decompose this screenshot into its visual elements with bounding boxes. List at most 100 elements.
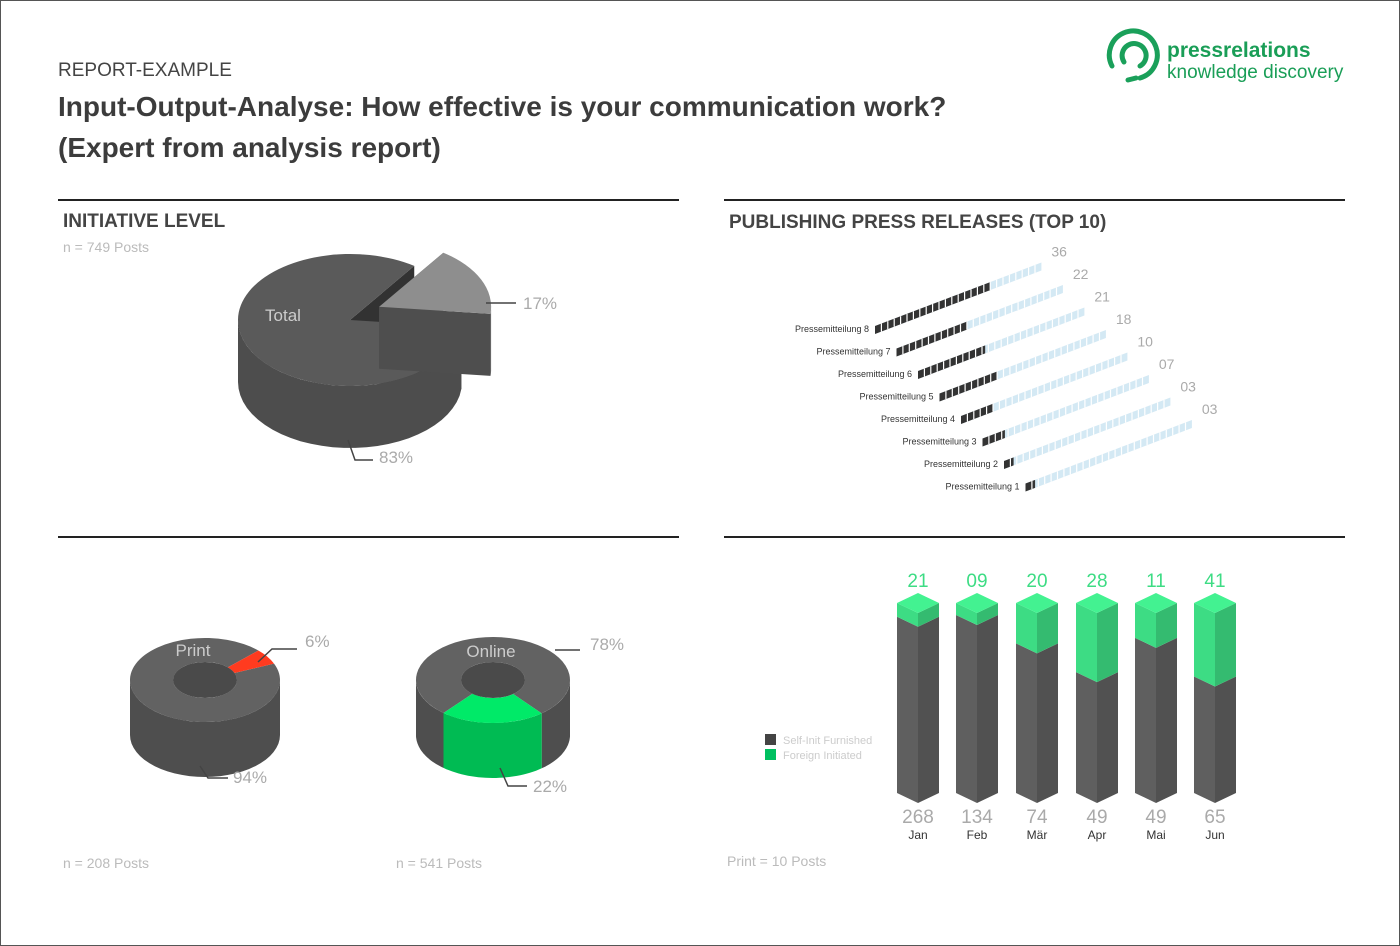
slice-annotation: Total [265, 306, 301, 325]
bar-top [956, 593, 998, 613]
value-label: 268 [902, 807, 934, 828]
slice-wall [379, 306, 491, 376]
x-tick-label: Mai [1146, 828, 1165, 842]
bar [939, 371, 998, 402]
bar-left-face [1194, 676, 1215, 803]
ring-hole [173, 662, 237, 698]
bar-right-face [1037, 643, 1058, 803]
value-label: 09 [966, 571, 987, 592]
value-label: 22 [1073, 266, 1089, 282]
subtitle: n = 208 Posts [63, 855, 149, 871]
ring-annotation: Print [176, 641, 211, 660]
value-label: 03 [1180, 379, 1196, 395]
report-title: Input-Output-Analyse: How effective is y… [58, 91, 947, 163]
bar-left-face [897, 603, 918, 627]
bar-right-face [1215, 603, 1236, 687]
x-tick-label: Mär [1027, 828, 1048, 842]
category-label: Pressemitteilung 3 [902, 437, 976, 447]
bar-right-face [1097, 672, 1118, 803]
value-label: 83% [379, 448, 413, 467]
bar-left-face [1076, 672, 1097, 803]
ring-hole [461, 662, 525, 698]
legend-swatch [765, 749, 776, 760]
bar [961, 403, 993, 424]
bar-left-face [1076, 603, 1097, 683]
legend-label: Foreign Initiated [783, 750, 862, 762]
logo-name: pressrelations [1167, 39, 1311, 62]
x-tick-label: Apr [1088, 828, 1107, 842]
value-label: 36 [1051, 244, 1067, 260]
bar-left-face [1016, 603, 1037, 654]
legend-label: Self-Init Furnished [783, 735, 872, 747]
logo-tagline: knowledge discovery [1167, 62, 1344, 83]
logo-icon [1106, 28, 1160, 83]
bar-right-face [918, 616, 939, 803]
bar [1025, 479, 1036, 492]
leader-line [257, 648, 297, 663]
bar-left-face [1016, 643, 1037, 803]
leader-line [199, 765, 228, 779]
bar-right-face [977, 614, 998, 803]
value-label: 28 [1086, 571, 1107, 592]
value-label: 21 [907, 571, 928, 592]
ring-side [443, 712, 542, 778]
bar-right-face [977, 603, 998, 625]
category-label: Pressemitteilung 7 [816, 347, 890, 357]
bar [896, 321, 967, 357]
ring-segment [129, 637, 280, 722]
value-label: 78% [590, 635, 624, 654]
value-label: 94% [233, 768, 267, 787]
bar-top [1194, 593, 1236, 613]
bar-top [897, 593, 939, 613]
category-label: Pressemitteilung 2 [924, 459, 998, 469]
value-label: 21 [1094, 289, 1110, 305]
bar-left-face [1135, 603, 1156, 648]
slice-side [238, 320, 462, 448]
bar-top [1135, 593, 1177, 613]
bar-top [1076, 593, 1118, 613]
value-label: 22% [533, 777, 567, 796]
bar [982, 429, 1005, 447]
section-title: INITIATIVE LEVEL [63, 211, 226, 232]
leader-line [499, 767, 527, 787]
category-label: Pressemitteilung 1 [945, 482, 1019, 492]
value-label: 65 [1204, 807, 1225, 828]
bar [1004, 457, 1014, 469]
subtitle: n = 541 Posts [396, 855, 482, 871]
value-label: 49 [1145, 807, 1166, 828]
bar-right-face [1037, 603, 1058, 654]
ring-segment [227, 650, 275, 673]
slice-side [490, 306, 492, 376]
x-tick-label: Feb [967, 828, 988, 842]
bar-right-face [1156, 603, 1177, 648]
category-label: Pressemitteilung 4 [881, 414, 955, 424]
value-label: 11 [1146, 571, 1166, 592]
bar-right-face [918, 603, 939, 627]
note: Print = 10 Posts [727, 853, 826, 869]
report-label: REPORT-EXAMPLE [58, 60, 232, 81]
value-label: 07 [1159, 356, 1175, 372]
value-label: 20 [1026, 571, 1047, 592]
category-label: Pressemitteilung 6 [838, 369, 912, 379]
bar-left-face [1135, 637, 1156, 803]
ring-segment [443, 693, 542, 723]
subtitle: n = 749 Posts [63, 239, 149, 255]
ring-side [416, 680, 570, 769]
bar-right-face [1156, 637, 1177, 803]
value-label: 6% [305, 632, 330, 651]
ring-annotation: Online [466, 642, 515, 661]
bar-top [1016, 593, 1058, 613]
value-label: 03 [1202, 401, 1218, 417]
ring-side [130, 680, 280, 777]
value-label: 134 [961, 807, 993, 828]
value-label: 49 [1086, 807, 1107, 828]
ring-segment [415, 637, 570, 714]
value-label: 74 [1026, 807, 1048, 828]
bar-left-face [897, 616, 918, 803]
bar-left-face [956, 614, 977, 803]
bar-left-face [956, 603, 977, 625]
leader-line [347, 439, 373, 461]
legend-swatch [765, 734, 776, 745]
